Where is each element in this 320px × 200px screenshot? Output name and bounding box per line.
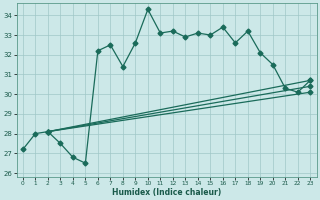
X-axis label: Humidex (Indice chaleur): Humidex (Indice chaleur) [112, 188, 221, 197]
